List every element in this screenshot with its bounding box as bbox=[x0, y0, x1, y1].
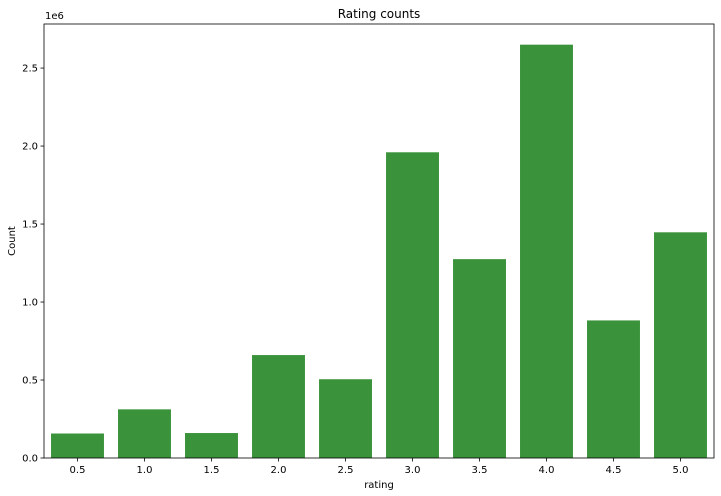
y-tick-label: 2.0 bbox=[22, 142, 38, 153]
x-tick-label: 0.5 bbox=[70, 465, 86, 476]
bar-4.0 bbox=[520, 44, 573, 459]
x-tick-label: 4.5 bbox=[606, 465, 622, 476]
x-tick-label: 1.5 bbox=[204, 465, 220, 476]
y-axis-label: Count bbox=[7, 226, 18, 256]
y-tick-label: 0.0 bbox=[22, 454, 38, 465]
bar-2.0 bbox=[252, 355, 305, 458]
x-tick-label: 5.0 bbox=[673, 465, 689, 476]
chart-title: Rating counts bbox=[338, 7, 421, 21]
x-tick-label: 2.5 bbox=[338, 465, 354, 476]
y-ticks-group: 0.0 0.5 1.0 1.5 2.0 2.5 bbox=[22, 64, 44, 465]
bar-1.5 bbox=[185, 433, 238, 458]
x-tick-label: 4.0 bbox=[539, 465, 555, 476]
bar-2.5 bbox=[319, 379, 372, 458]
y-axis-offset-text: 1e6 bbox=[45, 11, 64, 22]
x-tick-label: 2.0 bbox=[271, 465, 287, 476]
bar-4.5 bbox=[587, 320, 640, 458]
x-tick-label: 1.0 bbox=[137, 465, 153, 476]
x-tick-label: 3.0 bbox=[405, 465, 421, 476]
bar-1.0 bbox=[118, 409, 171, 458]
bar-3.0 bbox=[386, 152, 439, 459]
x-axis-label: rating bbox=[364, 480, 394, 491]
y-tick-label: 1.5 bbox=[22, 220, 38, 231]
bar-5.0 bbox=[654, 232, 707, 458]
x-tick-label: 3.5 bbox=[472, 465, 488, 476]
x-ticks-group: 0.5 1.0 1.5 2.0 2.5 3.0 3.5 4.0 4.5 5.0 bbox=[70, 458, 689, 476]
bar-3.5 bbox=[453, 259, 506, 458]
y-tick-label: 0.5 bbox=[22, 376, 38, 387]
y-tick-label: 1.0 bbox=[22, 298, 38, 309]
bars-group bbox=[51, 44, 707, 459]
y-tick-label: 2.5 bbox=[22, 64, 38, 75]
plot-frame bbox=[43, 23, 715, 459]
bar-0.5 bbox=[51, 433, 104, 458]
